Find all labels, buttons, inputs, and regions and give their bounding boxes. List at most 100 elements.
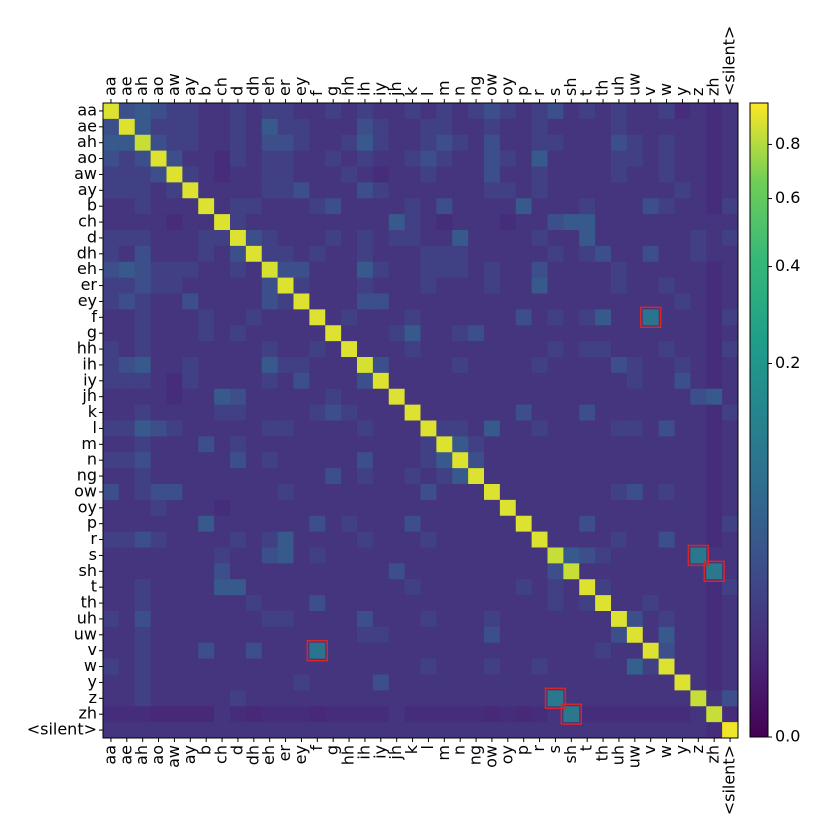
heatmap-cell [103,706,120,723]
heatmap-cell [722,182,739,199]
heatmap-cell [325,182,342,199]
heatmap-cell [547,579,564,596]
heatmap-cell [420,293,437,310]
heatmap-cell [166,658,183,675]
heatmap-cell [182,293,199,310]
heatmap-cell [436,642,453,660]
heatmap-cell [722,579,739,596]
heatmap-cell [452,404,469,421]
y-tick-label: er [81,275,98,294]
x-tick-label-bottom: w [656,745,675,758]
heatmap-cell [626,103,644,120]
heatmap-cell [277,230,294,247]
heatmap-cell [230,468,247,485]
heatmap-cell [674,230,691,247]
heatmap-cell [372,214,390,231]
heatmap-cell [404,626,421,644]
heatmap-cell [658,595,675,612]
heatmap-cell [484,245,501,263]
heatmap-cell [642,579,660,596]
heatmap-cell [182,706,199,723]
heatmap-cell [261,261,279,279]
heatmap-cell [436,277,453,294]
heatmap-cell [103,245,120,263]
heatmap-cell [484,357,501,374]
heatmap-cell [452,452,469,469]
heatmap-cell [118,372,136,390]
heatmap-cell [404,182,421,199]
heatmap-cell [531,499,548,517]
heatmap-cell [420,547,437,564]
x-tick-label-top: ow [481,73,500,96]
heatmap-cell [245,341,263,358]
heatmap-cell [611,134,628,152]
heatmap-cell [341,404,358,421]
heatmap-cell [579,674,596,691]
heatmap-cell [436,103,453,120]
colorbar-tick-label: 0.6 [775,188,800,207]
heatmap-cell [579,166,596,183]
heatmap-cell [309,245,326,263]
heatmap-cell [230,436,247,453]
heatmap-cell [499,150,517,167]
heatmap-cell [118,166,136,183]
heatmap-cell [706,214,723,231]
heatmap-cell [230,452,247,469]
heatmap-cell [198,579,215,596]
heatmap-cell [452,563,469,580]
heatmap-cell [182,547,199,564]
heatmap-cell [388,579,406,596]
heatmap-cell [277,563,294,580]
heatmap-cell [611,214,628,231]
heatmap-cell [293,563,310,580]
y-tick-label: f [91,307,97,326]
heatmap-cell [404,372,421,390]
heatmap-cell [388,595,406,612]
heatmap-cell [579,595,596,612]
heatmap-cell [182,198,199,215]
heatmap-cell [341,626,358,644]
heatmap-cell [293,706,310,723]
heatmap-cell [118,103,136,120]
heatmap-cell [277,134,294,152]
x-tick-label-bottom: zh [704,745,723,764]
heatmap-cell [452,214,469,231]
heatmap-cell [579,690,596,707]
heatmap-cell [198,198,215,215]
heatmap-cell [531,452,548,469]
heatmap-cell [214,118,231,136]
heatmap-cell [214,642,231,660]
heatmap-cell [531,436,548,453]
heatmap-cell [658,547,675,564]
heatmap-cell [388,531,406,548]
heatmap-cell [293,214,310,231]
heatmap-cell [118,706,136,723]
heatmap-cell [579,309,596,326]
heatmap-cell [357,341,374,358]
heatmap-cell [134,150,152,167]
heatmap-cell [579,357,596,374]
heatmap-cell [595,372,612,390]
heatmap-cell [277,293,294,310]
heatmap-cell [103,690,120,707]
heatmap-cell [261,309,279,326]
heatmap-cell [103,499,120,517]
heatmap-cell [150,563,167,580]
heatmap-cell [499,372,517,390]
heatmap-cell [372,404,390,421]
heatmap-cell [166,182,183,199]
heatmap-cell [357,626,374,644]
heatmap-cell [626,372,644,390]
heatmap-cell [357,690,374,707]
heatmap-cell [341,563,358,580]
heatmap-cell [150,531,167,548]
heatmap-cell [690,658,707,675]
heatmap-cell [515,547,533,564]
heatmap-cell [531,626,548,644]
heatmap-cell [261,198,279,215]
heatmap-cell [150,436,167,453]
heatmap-cell [468,182,485,199]
heatmap-cell [722,420,739,437]
heatmap-cell [198,277,215,294]
heatmap-cell [674,103,691,120]
